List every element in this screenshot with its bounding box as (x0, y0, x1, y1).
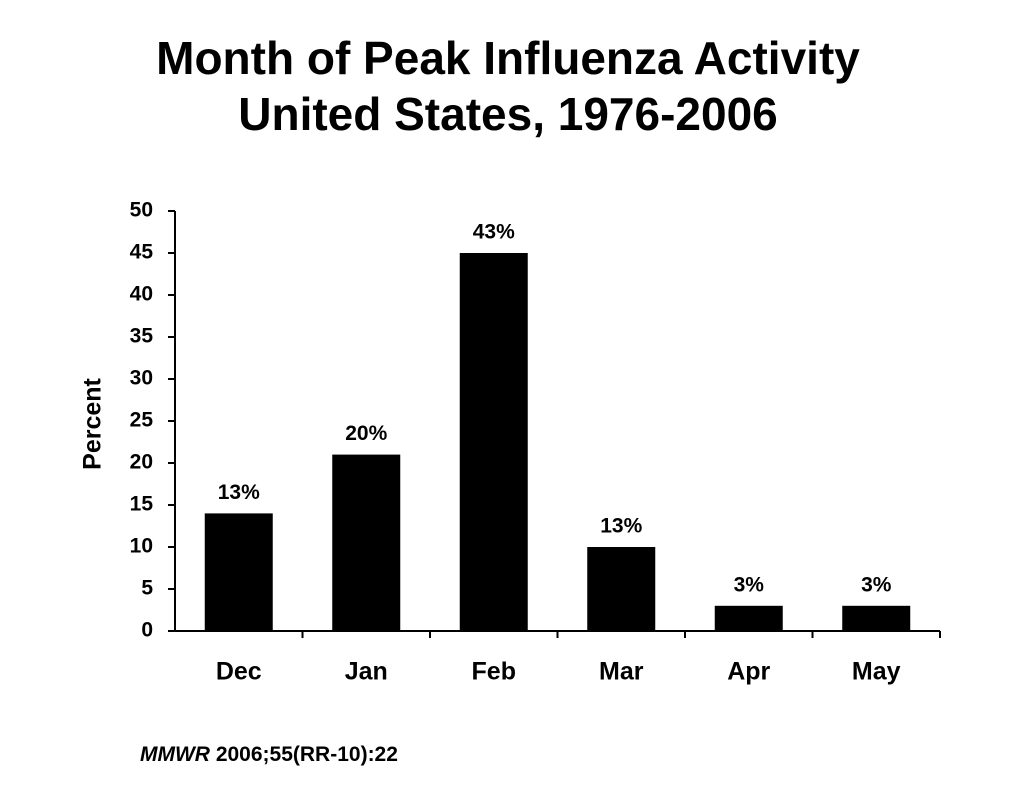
y-tick-label: 40 (130, 283, 153, 306)
annotation: 3% (734, 573, 765, 596)
chart-subtitle: United States, 1976-2006 (238, 88, 778, 140)
source-citation: 2006;55(RR-10):22 (216, 743, 398, 766)
x-tick-label: Apr (727, 658, 770, 686)
x-tick-label: Dec (216, 658, 262, 686)
x-tick-label: Jan (345, 658, 388, 686)
bar (587, 547, 656, 631)
x-tick-label: Mar (599, 658, 644, 686)
source: MMWR 2006;55(RR-10):22 (140, 743, 398, 766)
annotation: 3% (861, 573, 892, 596)
y-tick-label: 20 (130, 451, 153, 474)
bar (714, 605, 783, 631)
annotation: 13% (600, 515, 642, 538)
bar (459, 253, 528, 631)
y-tick-label: 50 (130, 199, 153, 222)
annotation: 43% (473, 221, 515, 244)
chart-title: Month of Peak Influenza Activity (156, 32, 860, 84)
source-journal: MMWR (140, 743, 211, 766)
y-tick-label: 25 (130, 409, 154, 432)
y-tick-label: 15 (130, 493, 154, 516)
y-tick-label: 45 (130, 241, 154, 264)
y-tick-label: 10 (130, 535, 153, 558)
bar (842, 605, 911, 631)
bar (204, 513, 273, 631)
annotation: 13% (218, 481, 260, 504)
y-tick-label: 35 (130, 325, 154, 348)
y-tick-label: 0 (141, 619, 153, 642)
annotation: 20% (345, 422, 387, 445)
x-tick-label: Feb (472, 658, 516, 686)
y-tick-label: 30 (130, 367, 153, 390)
bar (332, 454, 401, 631)
y-axis-label: Percent (79, 377, 107, 469)
y-tick-label: 5 (141, 577, 153, 600)
x-tick-label: May (852, 658, 901, 686)
